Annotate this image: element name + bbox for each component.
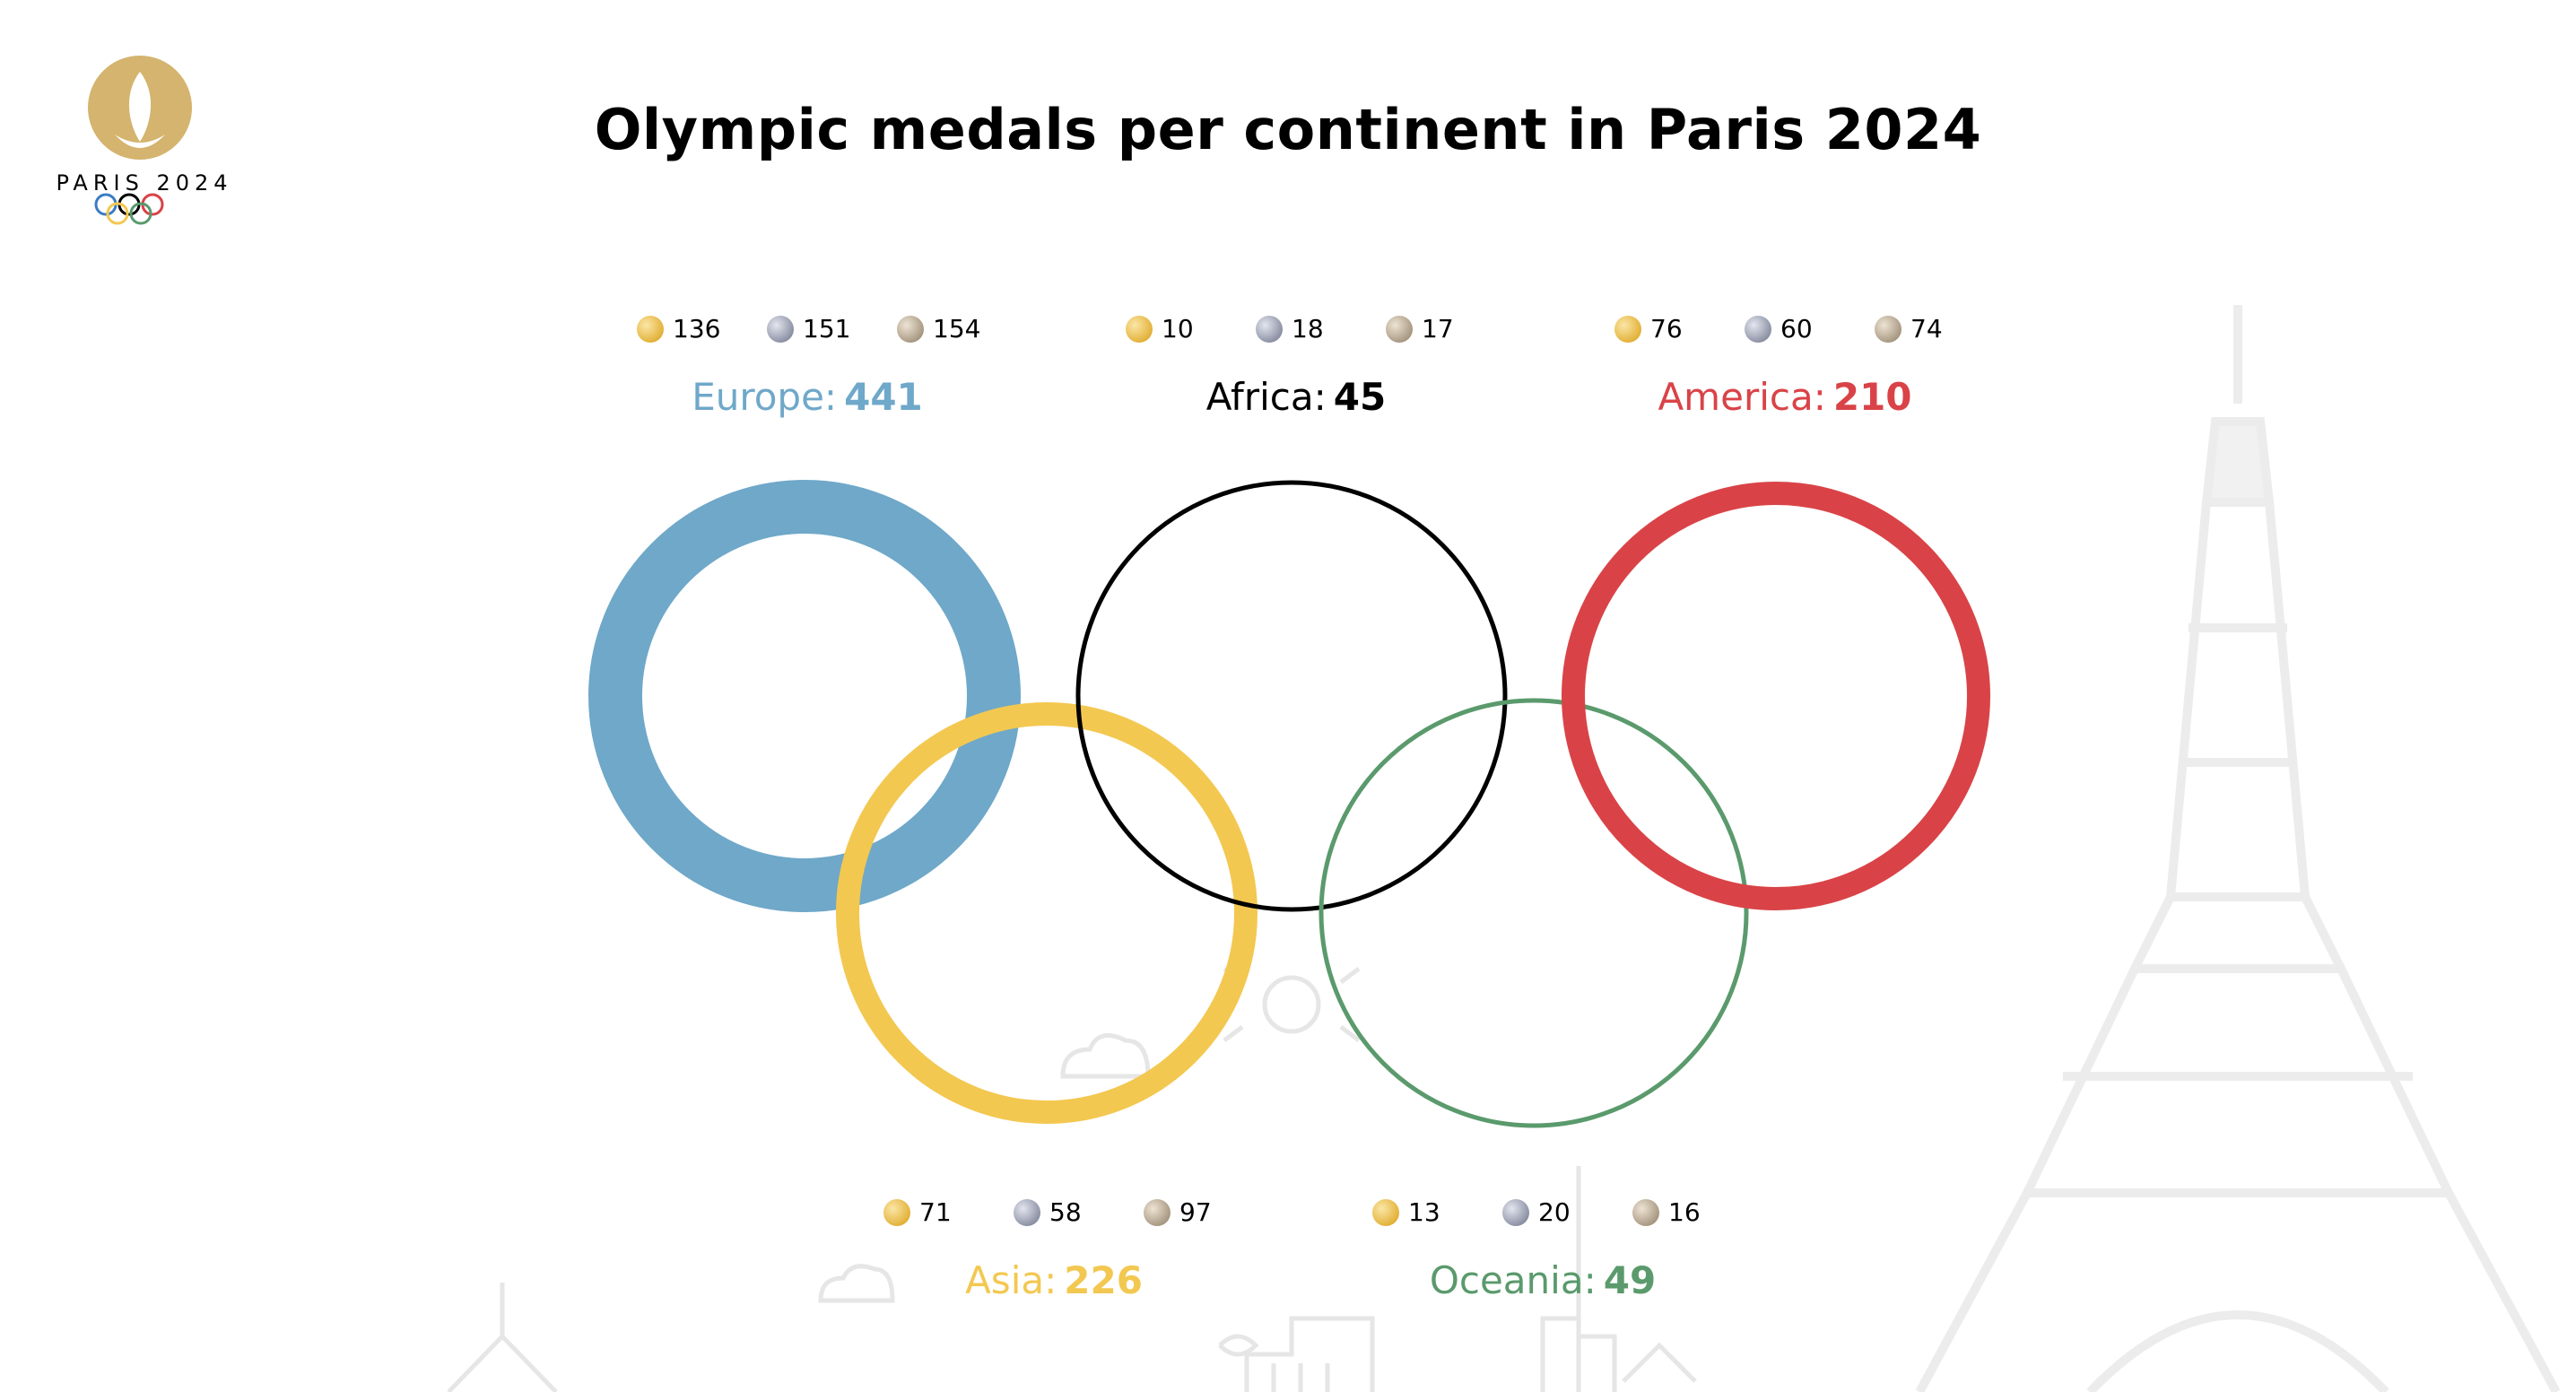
bronze-medal: 154 <box>897 314 980 344</box>
gold-medal: 136 <box>637 314 720 344</box>
gold-medal-icon <box>637 315 664 343</box>
gold-medal: 13 <box>1372 1197 1440 1227</box>
gold-count: 10 <box>1162 314 1194 344</box>
silver-count: 58 <box>1049 1197 1082 1227</box>
bronze-medal-icon <box>1144 1198 1171 1226</box>
medals-europe: 136 151 154 <box>538 314 1076 353</box>
bronze-medal: 17 <box>1386 314 1454 344</box>
gold-medal-icon <box>1372 1198 1399 1226</box>
gold-count: 136 <box>673 314 721 344</box>
logo-text: PARIS 2024 <box>56 170 233 196</box>
continent-name: Europe: <box>692 375 838 419</box>
ring-oceania <box>1318 698 1749 1128</box>
gold-medal: 76 <box>1614 314 1683 344</box>
label-asia: Asia: 226 <box>785 1258 1323 1302</box>
continent-total: 49 <box>1603 1258 1657 1302</box>
gold-medal: 71 <box>883 1197 952 1227</box>
ring-africa <box>1075 480 1508 912</box>
bronze-medal-icon <box>1386 315 1413 343</box>
medals-asia: 71 58 97 <box>785 1197 1323 1237</box>
silver-medal-icon <box>1745 315 1771 343</box>
bronze-count: 97 <box>1179 1197 1212 1227</box>
medals-america: 76 60 74 <box>1516 314 2054 353</box>
silver-count: 18 <box>1292 314 1324 344</box>
silver-medal-icon <box>1256 315 1283 343</box>
gold-count: 13 <box>1408 1197 1440 1227</box>
bronze-medal-icon <box>1632 1198 1659 1226</box>
gold-medal: 10 <box>1126 314 1194 344</box>
continent-name: Asia: <box>965 1258 1057 1302</box>
silver-count: 60 <box>1780 314 1813 344</box>
label-africa: Africa: 45 <box>1027 375 1565 419</box>
silver-medal: 58 <box>1014 1197 1082 1227</box>
silver-medal: 18 <box>1256 314 1324 344</box>
gold-medal-icon <box>883 1198 910 1226</box>
continent-name: America: <box>1658 375 1826 419</box>
ring-asia <box>836 702 1258 1124</box>
label-oceania: Oceania: 49 <box>1274 1258 1812 1302</box>
medals-oceania: 13 20 16 <box>1274 1197 1812 1237</box>
silver-medal: 60 <box>1745 314 1813 344</box>
silver-medal-icon <box>1014 1198 1040 1226</box>
continent-total: 441 <box>844 375 923 419</box>
label-europe: Europe: 441 <box>538 375 1076 419</box>
bronze-medal-icon <box>897 315 924 343</box>
gold-count: 76 <box>1650 314 1683 344</box>
skyline-illustration <box>447 967 1697 1392</box>
paris-2024-logo: PARIS 2024 <box>50 52 239 258</box>
bronze-medal: 16 <box>1632 1197 1701 1227</box>
continent-total: 45 <box>1333 375 1387 419</box>
medals-africa: 10 18 17 <box>1027 314 1565 353</box>
ring-europe <box>588 480 1021 912</box>
flame-icon <box>88 56 192 225</box>
continent-name: Oceania: <box>1429 1258 1597 1302</box>
chart-title: Olympic medals per continent in Paris 20… <box>594 97 1982 162</box>
eiffel-tower-illustration <box>1915 305 2561 1392</box>
bronze-count: 17 <box>1422 314 1454 344</box>
bronze-medal: 97 <box>1144 1197 1212 1227</box>
silver-medal-icon <box>767 315 794 343</box>
bronze-medal: 74 <box>1875 314 1943 344</box>
bronze-medal-icon <box>1875 315 1902 343</box>
gold-count: 71 <box>919 1197 952 1227</box>
gold-medal-icon <box>1126 315 1153 343</box>
label-america: America: 210 <box>1516 375 2054 419</box>
silver-count: 151 <box>803 314 851 344</box>
silver-count: 20 <box>1538 1197 1571 1227</box>
gold-medal-icon <box>1614 315 1641 343</box>
bronze-count: 154 <box>933 314 981 344</box>
silver-medal: 151 <box>767 314 850 344</box>
continent-total: 210 <box>1832 375 1912 419</box>
continent-total: 226 <box>1064 1258 1143 1302</box>
ring-america <box>1562 482 1990 910</box>
bronze-count: 74 <box>1910 314 1943 344</box>
bronze-count: 16 <box>1668 1197 1701 1227</box>
continent-name: Africa: <box>1205 375 1327 419</box>
silver-medal: 20 <box>1502 1197 1571 1227</box>
silver-medal-icon <box>1502 1198 1529 1226</box>
